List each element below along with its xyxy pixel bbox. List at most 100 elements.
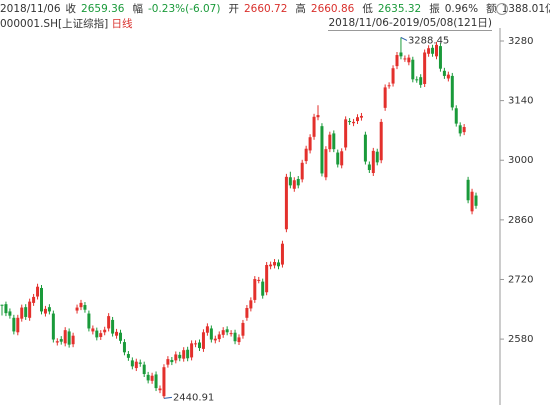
- quote-label: 开: [228, 3, 239, 15]
- candle-body: [304, 148, 308, 162]
- candle-body: [225, 329, 229, 333]
- candle-body: [95, 330, 99, 338]
- candle-body: [130, 360, 134, 367]
- candle-body: [36, 286, 40, 297]
- candle-body: [107, 316, 111, 329]
- candle-body: [32, 296, 36, 303]
- quote-label: 低: [362, 3, 373, 15]
- candle-body: [158, 388, 162, 391]
- candle-body: [470, 191, 474, 212]
- candle-body: [435, 44, 438, 57]
- candle-body: [59, 339, 63, 342]
- candle-body: [122, 342, 126, 353]
- candle-body: [427, 48, 431, 54]
- candle-body: [138, 362, 142, 364]
- candle-body: [24, 307, 28, 317]
- candle-body: [28, 301, 32, 318]
- candle-body: [4, 304, 8, 314]
- candle-body: [174, 354, 178, 361]
- candle-body: [300, 162, 304, 180]
- quote-value: 0.96%: [444, 3, 479, 15]
- candle-body: [458, 125, 462, 134]
- candle-body: [162, 367, 166, 397]
- candle-body: [399, 52, 403, 57]
- quote-value: -0.23%(-6.07): [147, 3, 221, 15]
- candle-body: [178, 354, 182, 359]
- candle-body: [328, 134, 332, 150]
- candle-body: [150, 375, 154, 381]
- y-tick-label: 3140: [508, 96, 533, 107]
- candle-body: [245, 308, 249, 318]
- candle-body: [379, 121, 383, 161]
- candle-body: [387, 85, 391, 87]
- candle-body: [446, 74, 450, 79]
- candle-body: [221, 330, 225, 335]
- candle-body: [269, 264, 273, 267]
- quote-label: 高: [295, 3, 306, 15]
- y-tick-label: 2860: [508, 215, 533, 226]
- candle-body: [142, 364, 146, 375]
- candle-body: [273, 262, 277, 266]
- candle-body: [51, 313, 55, 340]
- candle-body: [91, 328, 95, 332]
- candle-body: [237, 337, 241, 343]
- candle-body: [194, 343, 198, 345]
- max-annotation: 3288.45: [408, 35, 449, 46]
- candle-body: [450, 75, 454, 108]
- candle-body: [119, 332, 122, 341]
- candle-body: [229, 333, 233, 335]
- candle-body: [126, 354, 130, 358]
- candle-body: [415, 79, 419, 81]
- symbol-name: [上证综指]: [57, 18, 109, 30]
- candle-body: [87, 313, 91, 329]
- candle-body: [71, 335, 75, 345]
- candle-body: [43, 308, 47, 314]
- candle-body: [16, 317, 20, 333]
- candle-body: [40, 287, 43, 312]
- candle-body: [324, 149, 328, 178]
- candle-body: [375, 151, 379, 163]
- candle-body: [213, 338, 217, 341]
- quote-value: 2660.86: [310, 3, 355, 15]
- candle-body: [466, 179, 470, 201]
- candle-body: [340, 151, 344, 166]
- quote-label: 额: [486, 3, 497, 15]
- candle-body: [55, 341, 59, 343]
- candle-body: [403, 58, 407, 60]
- candle-body: [182, 350, 186, 359]
- symbol-line: 000001.SH[上证综指] 日线: [0, 17, 133, 31]
- candle-body: [115, 331, 119, 336]
- candle-body: [308, 137, 312, 151]
- candle-body: [336, 152, 340, 165]
- candle-body: [83, 305, 87, 310]
- candle-body: [265, 264, 269, 293]
- candle-body: [0, 304, 4, 306]
- candle-body: [47, 307, 51, 312]
- candle-body: [359, 115, 363, 118]
- candle-body: [201, 332, 205, 349]
- date-range[interactable]: 2018/11/06-2019/05/08(121日): [328, 17, 492, 31]
- quote-value: 2635.32: [377, 3, 422, 15]
- candle-body: [166, 359, 170, 365]
- candle-body: [233, 332, 237, 342]
- settings-icon[interactable]: [496, 3, 508, 15]
- candle-body: [391, 68, 395, 84]
- candle-body: [320, 126, 324, 174]
- y-tick-label: 3000: [508, 155, 533, 166]
- candle-body: [442, 70, 446, 76]
- candle-body: [438, 46, 442, 69]
- symbol-code: 000001.SH: [0, 18, 58, 30]
- candle-body: [99, 333, 103, 337]
- y-tick-label: 2580: [508, 334, 533, 345]
- candle-body: [111, 319, 115, 334]
- candle-body: [67, 331, 71, 345]
- candle-body: [292, 180, 296, 189]
- candle-body: [205, 326, 209, 333]
- candle-body: [316, 115, 320, 118]
- period[interactable]: 日线: [111, 18, 133, 30]
- candle-body: [352, 121, 356, 124]
- candle-body: [186, 349, 190, 359]
- candle-body: [419, 77, 423, 85]
- min-leader: [163, 396, 173, 399]
